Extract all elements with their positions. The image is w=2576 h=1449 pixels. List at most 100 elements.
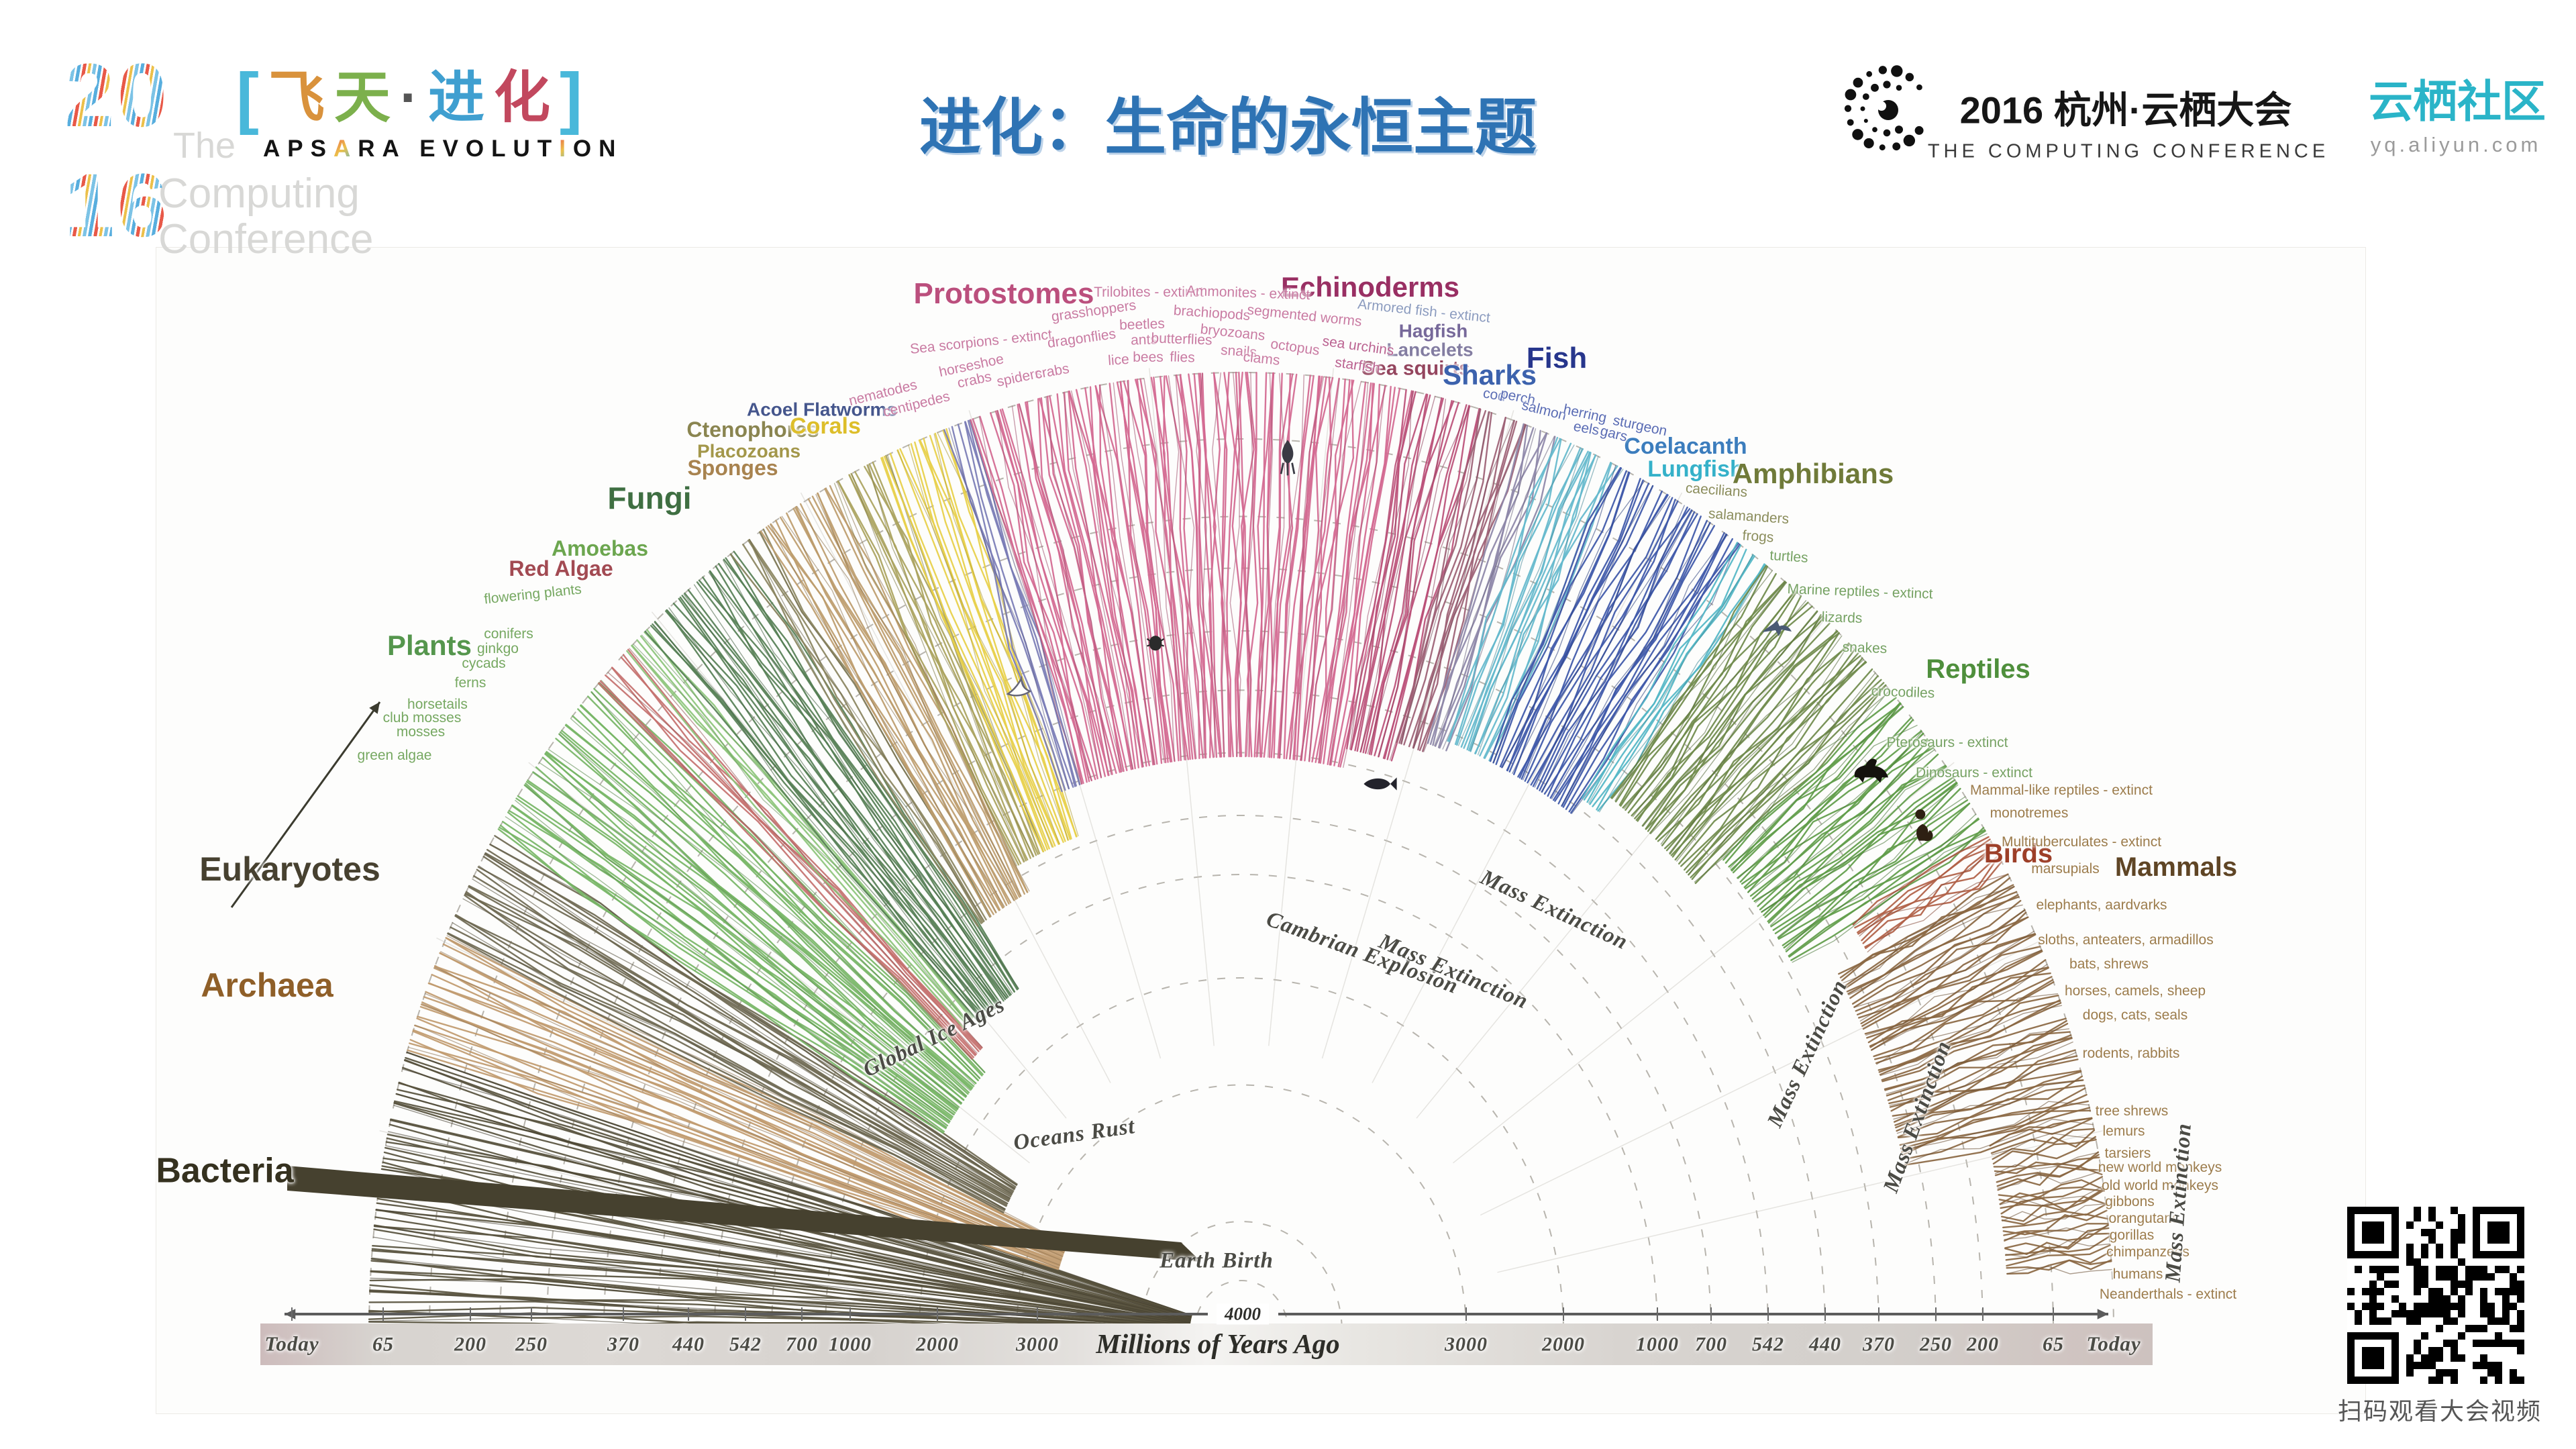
wedge-red-algae [598, 682, 974, 1060]
wedge-amphibians [1622, 581, 1787, 809]
wedge-protists [465, 891, 1009, 1203]
wedge-protostomes [1037, 398, 1117, 775]
wedge-plants [507, 811, 948, 1127]
wedge-reptiles [1767, 779, 1956, 923]
wedge-sharks [1483, 462, 1612, 759]
wedge-mammals-tail [2002, 1203, 2106, 1222]
wedge-protostomes [1300, 378, 1340, 761]
wedge-corals [910, 443, 1060, 845]
wedge-mammals [1882, 1017, 2067, 1083]
wedge-protostomes [1127, 380, 1175, 762]
wedge-bacteria [396, 1093, 1192, 1318]
wedge-choanoflagellates [742, 544, 982, 924]
logo-dot [1862, 93, 1869, 100]
brand-char: 飞 [268, 66, 325, 129]
wedge-mammals [1884, 1020, 2067, 1090]
wedge-placozoans-ctenophores [868, 464, 1035, 857]
wedge-mammals [1846, 896, 2020, 993]
wedge-plants [577, 708, 977, 1085]
logo-dot [1878, 66, 1888, 74]
wedge-plants [542, 756, 962, 1105]
wedge-protostomes [1240, 371, 1255, 758]
wedge-choanoflagellates [749, 539, 985, 921]
wedge-plants [525, 781, 958, 1112]
wedge-fungi [683, 593, 994, 1010]
wedge-protists [484, 853, 1015, 1191]
wedge-archaea [424, 993, 1063, 1257]
wedge-protostomes [1329, 385, 1386, 766]
community-url: yq.aliyun.com [2370, 133, 2542, 156]
wedge-tunicates [1400, 411, 1489, 744]
logo-year-bottom: 16 [64, 156, 170, 256]
wedge-mammals [1881, 1002, 2062, 1081]
brand-bracket-left: [ [236, 59, 259, 136]
wedge-archaea [439, 952, 1066, 1250]
wedge-protostomes [978, 416, 1082, 785]
wedge-fish [1517, 490, 1663, 778]
wedge-mammals-tail [1989, 1117, 2093, 1147]
wedge-amphibians [1625, 589, 1796, 811]
wedge-reptiles [1778, 799, 1969, 940]
wedge-protists [476, 868, 1013, 1196]
wedge-birds [1854, 838, 1991, 929]
wedge-mammals [1855, 911, 2027, 1012]
wedge-tunicates [1403, 411, 1492, 746]
wedge-protostomes [1193, 372, 1215, 758]
wedge-echinoderms [1360, 396, 1436, 752]
wedge-bacteria [376, 1209, 1190, 1325]
wedge-fish [1554, 525, 1715, 802]
logo-dot [1844, 105, 1852, 112]
wedge-archaea [427, 983, 1064, 1256]
wedge-sponges [811, 495, 1019, 899]
wedge-mammals [1857, 916, 2029, 1015]
logo-dot [1896, 85, 1902, 91]
wedge-mammals [1858, 933, 2036, 1019]
wedge-fish [1524, 497, 1673, 782]
wedge-echinoderms [1359, 393, 1429, 753]
wedge-fungi [654, 621, 983, 1021]
wedge-reptiles [1753, 744, 1933, 903]
wedge-archaea [440, 951, 1066, 1250]
wedge-protostomes [1212, 372, 1226, 758]
wedge-mammals [1887, 1036, 2073, 1101]
wedge-protists [454, 915, 1008, 1206]
wedge-amphibians [1670, 652, 1859, 856]
wedge-mammals [1839, 877, 2011, 979]
wedge-protists [484, 853, 1015, 1189]
wedge-protostomes [1199, 372, 1218, 758]
wedge-sharks [1479, 454, 1596, 757]
wedge-echinoderms [1349, 390, 1412, 750]
brand-char: 进 [427, 66, 484, 129]
wedge-mammals [1875, 981, 2055, 1064]
wedge-tunicates [1408, 417, 1506, 748]
qr-caption: 扫码观看大会视频 [2338, 1397, 2542, 1425]
wedge-protostomes [1213, 372, 1230, 758]
wedge-protostomes [1017, 403, 1106, 777]
wedge-echinoderms [1382, 405, 1470, 759]
wedge-protostomes [1245, 371, 1257, 758]
wedge-fish [1492, 467, 1622, 764]
wedge-bacteria [373, 1224, 1190, 1328]
brand-text: APS [263, 136, 333, 162]
wedge-birds [1864, 855, 2000, 948]
wedge-protostomes [1311, 379, 1355, 763]
wedge-reptiles [1785, 817, 1979, 952]
wedge-echinoderms [1368, 400, 1455, 755]
wedge-protostomes [979, 415, 1088, 783]
wedge-fish [1570, 544, 1741, 814]
wedge-fungi [668, 607, 990, 1015]
wedge-tunicates [1396, 408, 1481, 744]
wedge-amphibians [1655, 632, 1840, 840]
wedge-birds [1859, 850, 1996, 937]
wedge-coelacanth-lungfish [1596, 563, 1765, 811]
wedge-protostomes [1056, 393, 1133, 770]
wedge-acoel-flatworms [967, 419, 1076, 787]
apsara-evolution-chinese-logo: [飞天 · 进化] [236, 63, 582, 132]
wedge-plants [587, 695, 979, 1081]
wedge-protists [454, 915, 1006, 1210]
wedge-fish [1523, 495, 1671, 781]
wedge-mammals-tail [2002, 1213, 2109, 1229]
wedge-choanoflagellates [748, 539, 987, 921]
wedge-reptiles [1757, 753, 1939, 907]
wedge-amphibians [1657, 630, 1838, 842]
